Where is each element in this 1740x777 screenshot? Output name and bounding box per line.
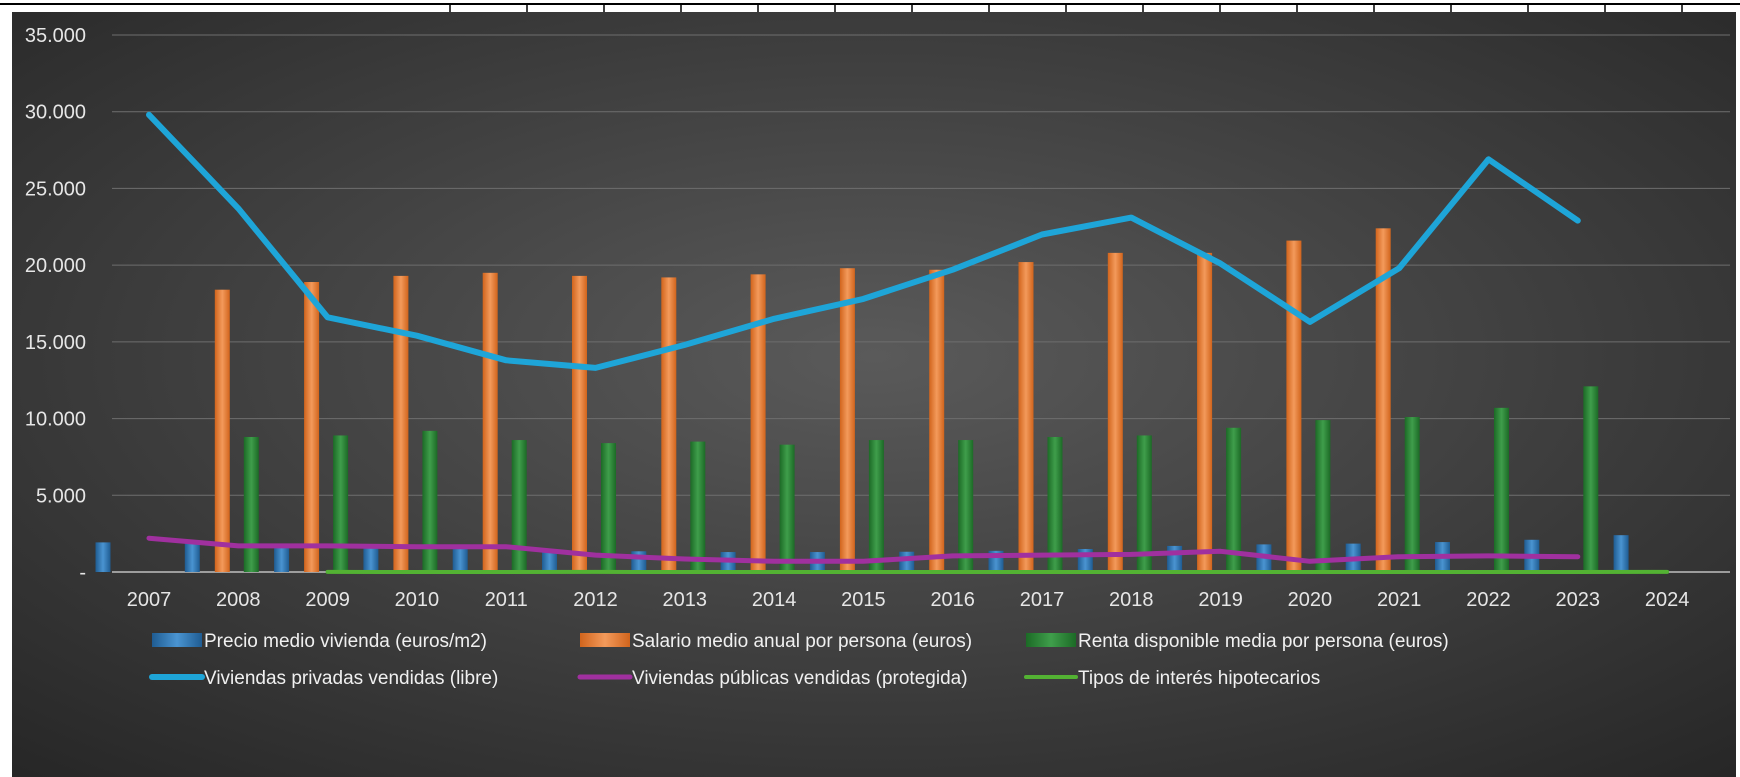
bar-salario (1107, 252, 1123, 572)
bar-salario (1375, 228, 1391, 572)
top-table-strip (0, 0, 1740, 12)
bar-salario (839, 268, 855, 572)
bar-precio (542, 549, 557, 572)
x-tick-label: 2009 (305, 589, 350, 611)
y-tick-label: 20.000 (25, 255, 86, 277)
bar-renta (243, 436, 259, 572)
bar-renta (1583, 386, 1599, 572)
x-tick-label: 2012 (573, 589, 618, 611)
y-axis: - 5.000 10.000 15.000 20.000 25.000 30.000 35.0… (25, 25, 86, 584)
line-viviendas-libre (146, 111, 1581, 371)
bar-renta (1404, 417, 1420, 572)
y-tick-label: - (79, 562, 86, 584)
x-tick-label: 2022 (1466, 589, 1511, 611)
bar-salario (929, 269, 945, 572)
legend-label: Viviendas privadas vendidas (libre) (204, 668, 498, 689)
x-tick-label: 2010 (395, 589, 440, 611)
bar-salario (1197, 252, 1213, 572)
bar-salario (661, 277, 677, 572)
x-tick-label: 2015 (841, 589, 886, 611)
y-tick-label: 25.000 (25, 178, 86, 200)
bar-renta (511, 440, 527, 572)
x-tick-label: 2011 (485, 589, 528, 611)
x-tick-label: 2021 (1377, 589, 1422, 611)
bar-renta (958, 440, 974, 572)
bar-salario (304, 282, 320, 572)
x-tick-label: 2023 (1556, 589, 1601, 611)
lines-layer (146, 111, 1670, 574)
legend-swatch (580, 633, 630, 647)
legend-label: Salario medio anual por persona (euros) (632, 631, 972, 652)
legend-swatch (1026, 633, 1076, 647)
x-tick-label: 2008 (216, 589, 261, 611)
bar-precio (274, 545, 290, 572)
x-tick-label: 2013 (663, 589, 708, 611)
bar-precio (452, 548, 468, 572)
x-axis: 2007 2008 2009 2010 2011 2012 2013 2014 2015 2016… (127, 589, 1690, 611)
legend-label: Viviendas públicas vendidas (protegida) (632, 668, 968, 689)
legend-label: Renta disponible media por persona (euro… (1078, 631, 1449, 652)
bar-precio (899, 551, 915, 572)
bar-renta (1226, 427, 1242, 572)
x-tick-label: 2024 (1645, 589, 1690, 611)
bar-precio (95, 542, 111, 572)
bar-renta (422, 430, 438, 572)
y-tick-label: 35.000 (25, 25, 86, 47)
bar-renta (1315, 420, 1331, 572)
bar-renta (868, 440, 884, 572)
x-tick-label: 2014 (752, 589, 797, 611)
bar-renta (1047, 436, 1063, 572)
bar-salario (393, 275, 409, 572)
line-viviendas-protegida (146, 535, 1581, 564)
x-tick-label: 2019 (1198, 589, 1243, 611)
bar-renta (779, 444, 795, 572)
bar-precio (363, 546, 379, 572)
table-strip-background (0, 0, 1740, 12)
bar-salario (214, 289, 230, 572)
x-tick-label: 2016 (930, 589, 975, 611)
x-tick-label: 2020 (1288, 589, 1333, 611)
bar-salario (572, 275, 587, 572)
bar-precio (1613, 535, 1629, 572)
bar-salario (482, 272, 498, 572)
bar-renta (601, 443, 616, 572)
legend: Precio medio vivienda (euros/m2) Salario … (149, 631, 1449, 689)
y-tick-label: 5.000 (36, 485, 86, 507)
bar-precio (1167, 545, 1183, 572)
plot-background (12, 12, 1736, 777)
bars-layer (95, 228, 1629, 572)
bar-salario (1286, 240, 1302, 572)
bar-salario (1018, 262, 1034, 572)
bar-renta (690, 441, 706, 572)
bar-precio (184, 543, 200, 572)
bar-renta (1494, 407, 1509, 572)
legend-label: Precio medio vivienda (euros/m2) (204, 631, 487, 652)
bar-renta (1136, 435, 1152, 572)
x-tick-label: 2007 (127, 589, 172, 611)
y-tick-label: 15.000 (25, 332, 86, 354)
legend-swatch (152, 633, 202, 647)
x-tick-label: 2018 (1109, 589, 1154, 611)
y-tick-label: 10.000 (25, 409, 86, 431)
bar-renta (333, 435, 349, 572)
bar-salario (750, 274, 766, 572)
legend-label: Tipos de interés hipotecarios (1078, 668, 1320, 689)
x-tick-label: 2017 (1020, 589, 1065, 611)
y-tick-label: 30.000 (25, 102, 86, 124)
